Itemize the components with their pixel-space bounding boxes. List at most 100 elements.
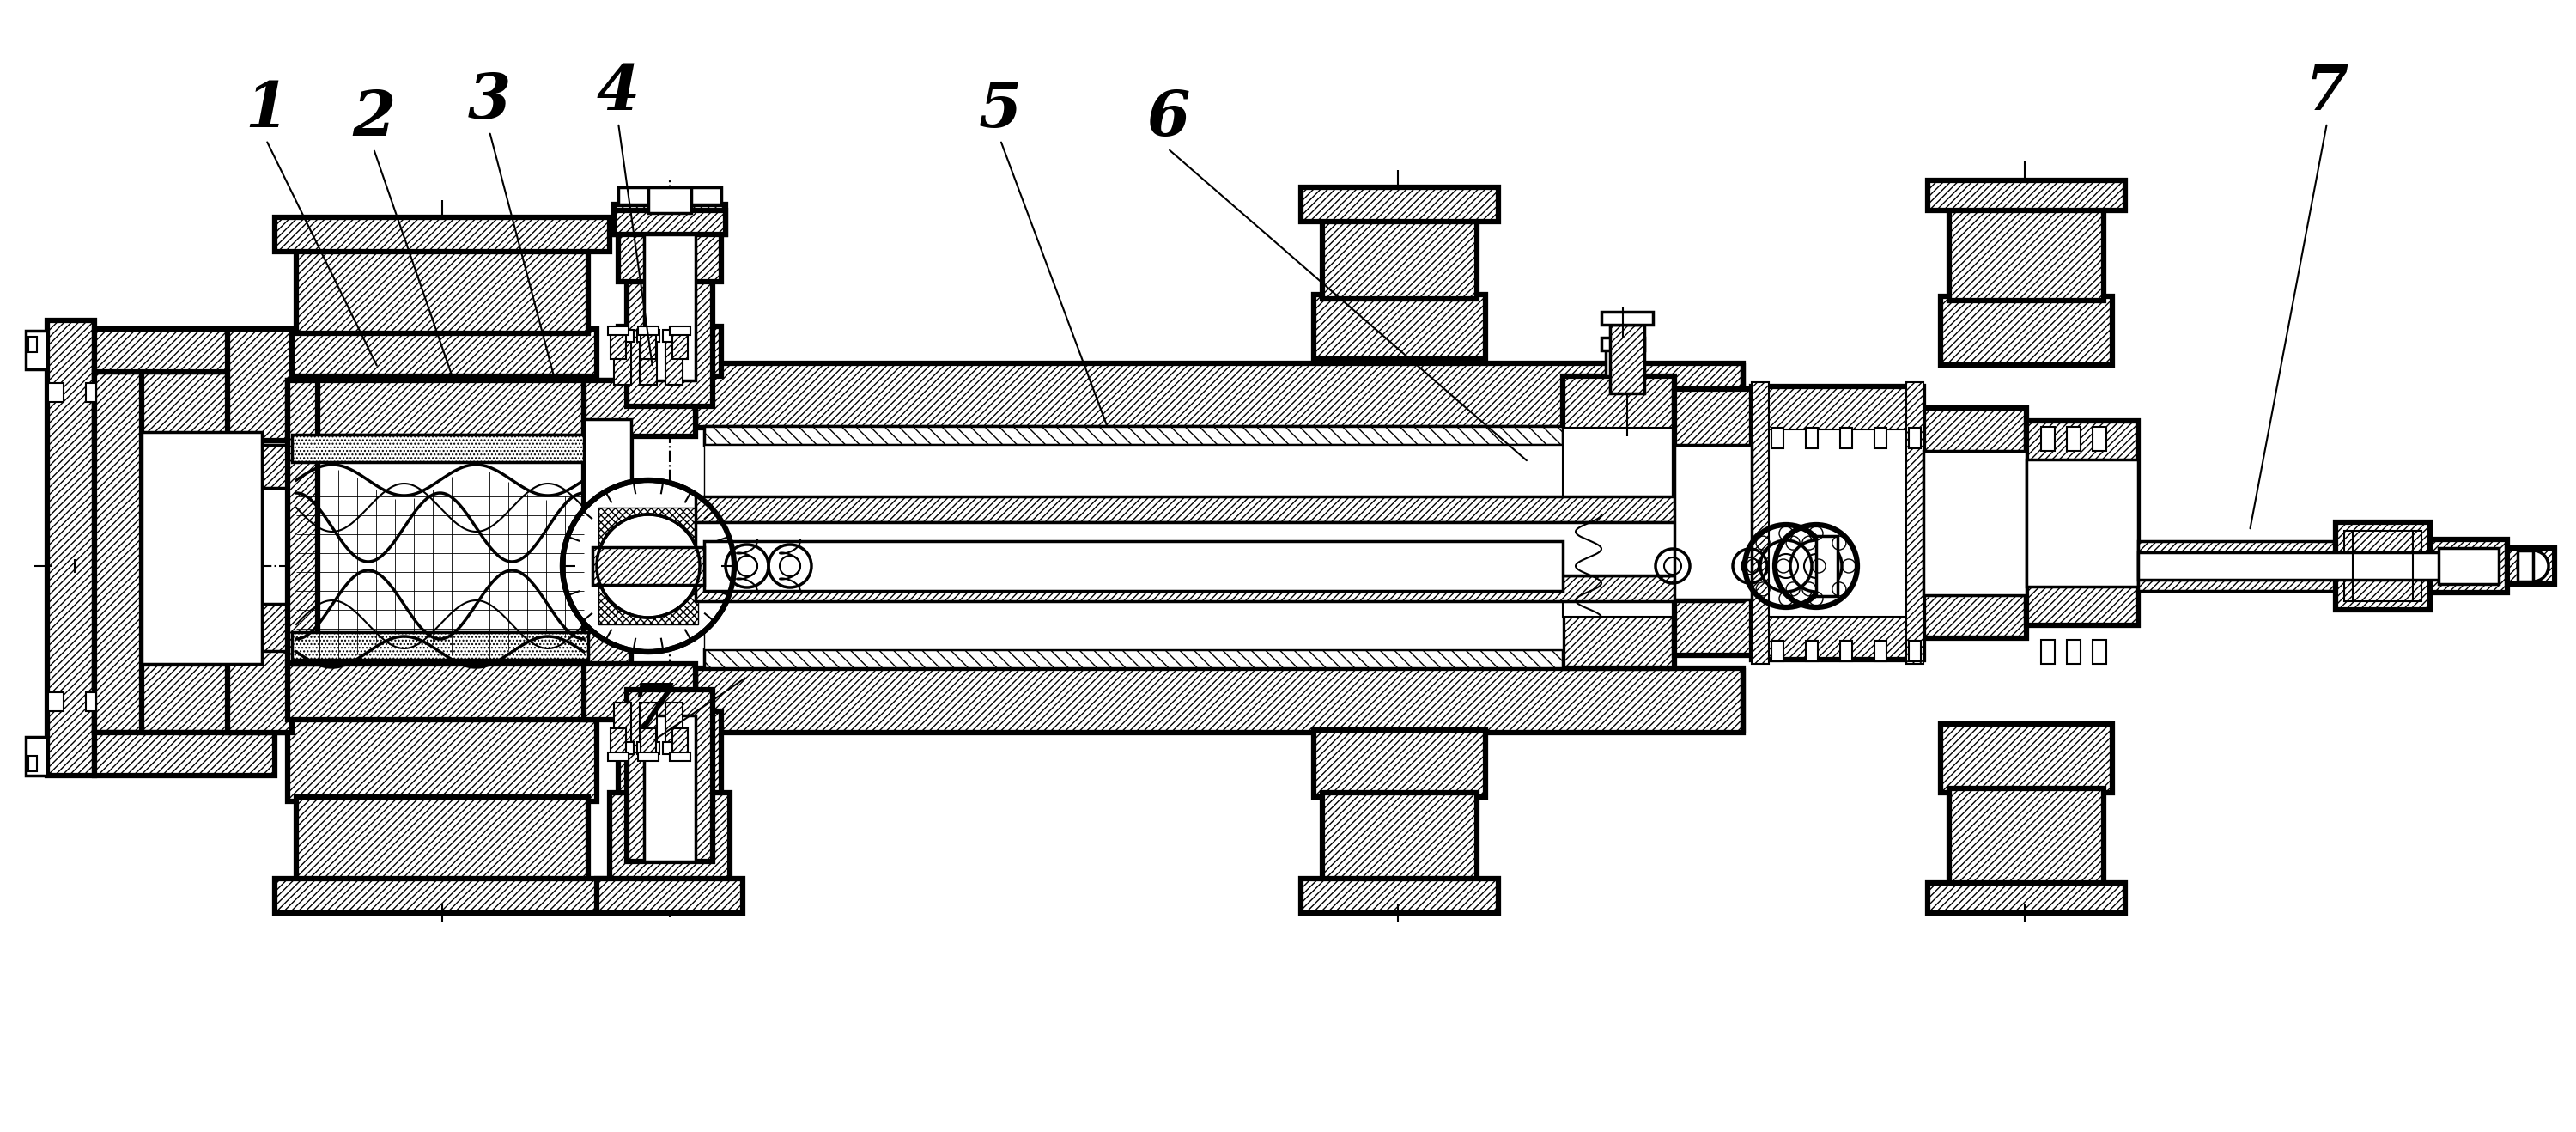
Bar [1602,311,1654,325]
Bar [142,432,263,663]
Bar [2517,550,2532,582]
Circle shape [2517,550,2548,582]
Bar [2344,531,2421,601]
Bar [592,547,703,585]
Circle shape [598,514,701,618]
Bar [95,406,291,440]
Bar [665,703,683,746]
Bar [2040,427,2056,451]
Text: 4: 4 [598,62,639,122]
Bar [1564,376,1674,668]
Bar [608,326,629,335]
Text: 3: 3 [469,70,510,131]
Bar [49,693,64,711]
Bar [636,743,659,754]
Bar [2506,548,2555,584]
Text: 7: 7 [631,680,675,741]
Text: 2: 2 [353,87,394,148]
Bar [289,380,317,663]
Bar [1875,641,1886,661]
Bar [1806,641,1819,661]
Bar [696,497,1744,522]
Bar [641,728,657,754]
Bar [2439,548,2499,584]
Bar [2027,421,2138,625]
Bar [1806,428,1819,448]
Bar [714,589,1553,650]
Bar [2429,539,2506,593]
Bar [1950,789,2105,887]
Bar [276,878,611,914]
Bar [1940,297,2112,365]
Text: 6: 6 [1146,87,1190,148]
Bar [662,329,685,342]
Bar [1321,792,1476,883]
Bar [613,342,631,385]
Bar [626,234,714,406]
Bar [1950,206,2105,301]
Bar [1927,883,2125,914]
Bar [585,380,696,436]
Bar [2066,640,2081,663]
Bar [2092,640,2107,663]
Bar [618,187,721,205]
Bar [1940,724,2112,792]
Bar [2027,460,2138,586]
Bar [696,522,1744,575]
Bar [263,603,304,651]
Bar [95,372,263,440]
Bar [291,462,587,632]
Bar [263,445,304,488]
Bar [1564,428,1674,617]
Bar [28,756,36,771]
Bar [611,329,634,342]
Bar [95,329,276,372]
Bar [1752,386,1924,660]
Bar [289,663,598,720]
Bar [1610,316,1636,337]
Bar [598,507,698,625]
Bar [636,329,659,342]
Bar [644,715,696,861]
Bar [2138,541,2336,591]
Bar [611,728,626,754]
Bar [296,248,587,333]
Bar [1752,383,1770,663]
Bar [696,575,1744,601]
Bar [618,711,721,797]
Bar [639,342,657,385]
Bar [1301,187,1499,222]
Bar [585,663,696,720]
Bar [703,445,1564,650]
Bar [2138,552,2473,580]
Bar [598,878,742,914]
Bar [585,419,631,625]
Bar [49,383,64,402]
Bar [95,663,263,732]
Bar [296,797,587,883]
Bar [289,329,598,376]
Bar [2336,522,2429,610]
Bar [291,632,587,660]
Bar [1924,451,2027,595]
Bar [1909,641,1922,661]
Bar [1314,294,1486,359]
Bar [1321,217,1476,299]
Bar [1924,408,2027,638]
Bar [1839,428,1852,448]
Text: 5: 5 [979,79,1023,140]
Bar [672,333,688,359]
Bar [585,380,631,663]
Bar [227,621,291,732]
Bar [26,331,46,369]
Text: 7: 7 [2306,62,2349,122]
Bar [703,426,1564,445]
Bar [703,650,1564,668]
Bar [613,703,631,746]
Bar [1602,337,1643,351]
Bar [1772,428,1783,448]
Bar [613,205,726,234]
Bar [644,234,696,380]
Bar [618,326,721,376]
Bar [626,689,714,861]
